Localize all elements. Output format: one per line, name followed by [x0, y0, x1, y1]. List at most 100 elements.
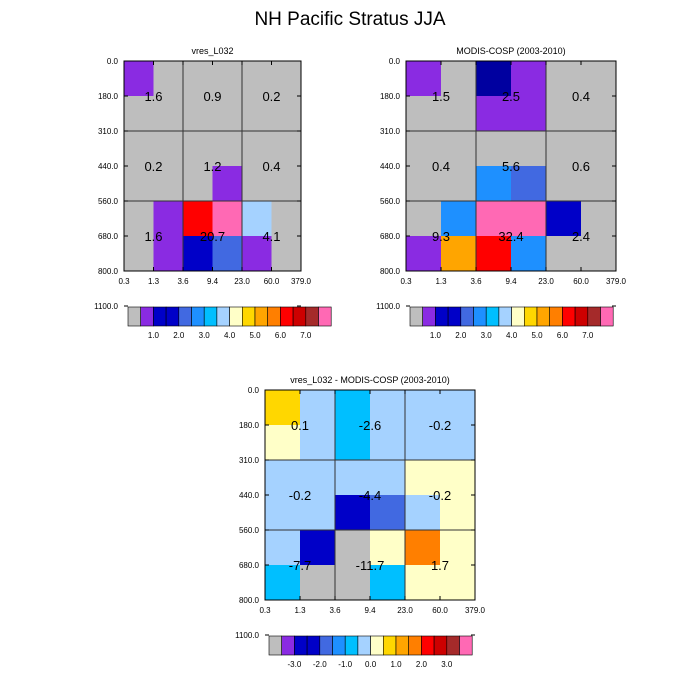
heatmap-panel-1: vres_L032 1.6 0.9 0.2 0.2 1.2 0.4 1.6 20.7 4.1 0.3… — [94, 46, 332, 340]
heatmap-cell — [581, 96, 617, 132]
y-tick-label: 440.0 — [380, 162, 401, 171]
x-tick-label: 23.0 — [397, 606, 413, 615]
colorbar-swatch — [319, 635, 333, 656]
box-value-label: 0.4 — [262, 159, 280, 174]
colorbar-swatch — [395, 635, 409, 656]
heatmap-cell — [511, 201, 547, 237]
heatmap-cell — [271, 61, 302, 97]
colorbar-swatch — [292, 306, 307, 327]
box-value-label: -11.7 — [356, 558, 385, 573]
colorbar-label: 5.0 — [531, 331, 543, 340]
heatmap-cell — [581, 236, 617, 272]
heatmap-cell — [406, 201, 442, 237]
colorbar-swatch — [332, 635, 346, 656]
heatmap-cell — [581, 131, 617, 167]
heatmap-cell — [370, 495, 406, 531]
y-tick-label: 0.0 — [107, 57, 119, 66]
colorbar-label: -3.0 — [288, 660, 302, 669]
colorbar-swatch — [421, 635, 435, 656]
colorbar-swatch — [485, 306, 500, 327]
colorbar-swatch — [536, 306, 550, 327]
box-value-label: 1.6 — [144, 89, 162, 104]
colorbar-swatch — [267, 306, 281, 327]
panel-title: vres_L032 — [191, 46, 233, 56]
heatmap-cell — [441, 131, 477, 167]
x-tick-label: 60.0 — [573, 277, 589, 286]
heatmap-panel-2: MODIS-COSP (2003-2010) 1.5 2.5 0.4 0.4 5.6 0.6… — [376, 46, 626, 340]
box-value-label: -0.2 — [429, 488, 451, 503]
heatmap-cell — [581, 201, 617, 237]
heatmap-cell — [511, 96, 547, 132]
heatmap-cell — [406, 236, 442, 272]
colorbar-label: 4.0 — [224, 331, 236, 340]
heatmap-cell — [476, 131, 512, 167]
colorbar: -3.0 -2.0 -1.0 0.0 1.0 2.0 3.0 — [268, 635, 473, 669]
y-tick-label: 180.0 — [380, 92, 401, 101]
heatmap-cell — [153, 236, 184, 272]
colorbar-swatch — [370, 635, 384, 656]
heatmap-cell — [370, 425, 406, 461]
heatmap-cell — [212, 201, 243, 237]
colorbar-swatch — [165, 306, 180, 327]
heatmap-cell — [212, 131, 243, 167]
x-tick-label: 379.0 — [465, 606, 486, 615]
box-value-label: 4.1 — [262, 229, 280, 244]
heatmap-cell — [242, 131, 272, 167]
colorbar-swatch — [498, 306, 512, 327]
heatmap-cell — [300, 530, 336, 566]
heatmap-cell — [183, 61, 213, 97]
colorbar-swatch — [447, 306, 462, 327]
box-value-label: -7.7 — [289, 558, 311, 573]
box-value-label: -2.6 — [359, 418, 381, 433]
colorbar-label: 6.0 — [557, 331, 569, 340]
heatmap-cell — [441, 236, 477, 272]
colorbar-swatch — [178, 306, 192, 327]
colorbar-label: 7.0 — [300, 331, 312, 340]
colorbar-swatch — [153, 306, 167, 327]
heatmap-cell — [370, 460, 406, 496]
box-value-label: 2.4 — [572, 229, 590, 244]
box-value-label: 9.3 — [432, 229, 450, 244]
colorbar-swatch — [203, 306, 218, 327]
colorbar-swatch — [435, 306, 449, 327]
y-tick-label: 560.0 — [98, 197, 119, 206]
y-tick-label: 1100.0 — [94, 302, 118, 311]
box-value-label: 0.4 — [572, 89, 590, 104]
heatmap-cell — [335, 390, 371, 426]
figure-title: NH Pacific Stratus JJA — [254, 9, 446, 30]
colorbar-swatch — [268, 635, 282, 656]
heatmap-cell — [476, 166, 512, 202]
panel-title: vres_L032 - MODIS-COSP (2003-2010) — [290, 375, 449, 385]
y-tick-label: 310.0 — [239, 456, 260, 465]
x-tick-label: 379.0 — [291, 277, 312, 286]
y-tick-label: 560.0 — [380, 197, 401, 206]
heatmap-cell — [242, 61, 272, 97]
x-tick-label: 60.0 — [264, 277, 280, 286]
x-tick-label: 23.0 — [538, 277, 554, 286]
y-tick-label: 180.0 — [98, 92, 119, 101]
box-value-label: 0.4 — [432, 159, 450, 174]
heatmap-cell — [124, 96, 154, 132]
box-value-label: 1.6 — [144, 229, 162, 244]
colorbar-swatch — [305, 306, 319, 327]
heatmap-cell — [546, 61, 582, 97]
heatmap-cell — [300, 390, 336, 426]
y-tick-label: 1100.0 — [235, 631, 259, 640]
heatmap-cell — [441, 96, 477, 132]
heatmap-cell — [212, 61, 243, 97]
heatmap-cell — [511, 131, 547, 167]
colorbar-swatch — [409, 306, 423, 327]
colorbar-swatch — [549, 306, 563, 327]
heatmap-cell — [581, 61, 617, 97]
colorbar-swatch — [433, 635, 448, 656]
box-value-label: 1.5 — [432, 89, 450, 104]
colorbar-swatch — [344, 635, 359, 656]
y-tick-label: 440.0 — [98, 162, 119, 171]
heatmap-cell — [124, 131, 154, 167]
colorbar-label: 1.0 — [430, 331, 442, 340]
heatmap-cell — [405, 425, 441, 461]
heatmap-cell — [440, 495, 476, 531]
heatmap-cell — [370, 530, 406, 566]
heatmap-cell — [265, 425, 301, 461]
